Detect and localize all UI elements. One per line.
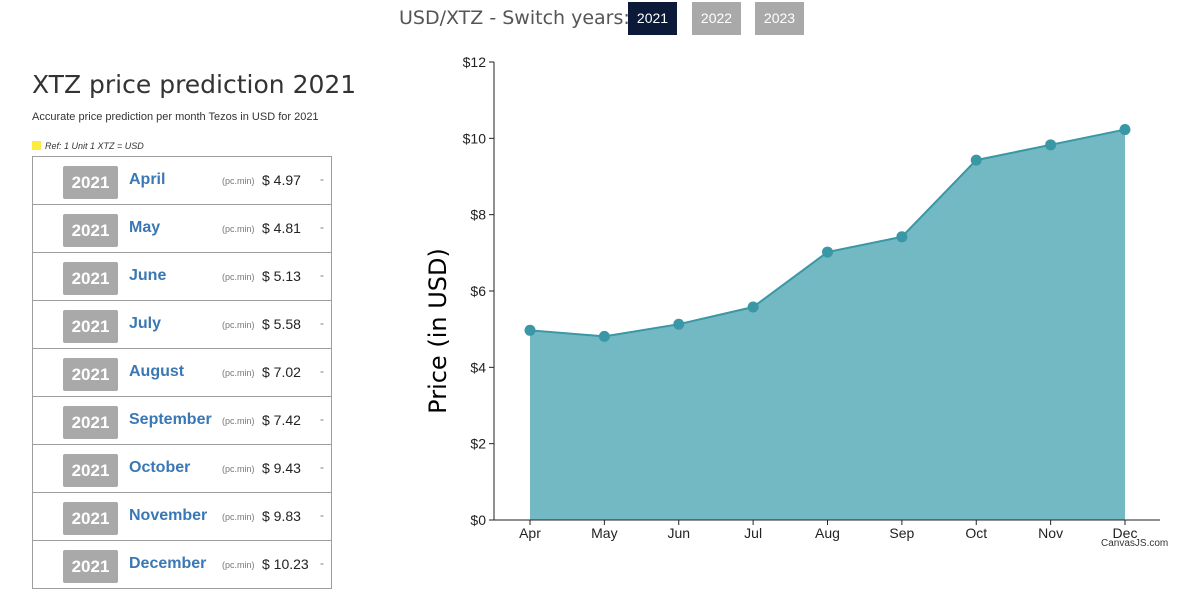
y-axis-title: Price (in USD) [424,248,452,414]
year-badge: 2021 [63,166,118,199]
unit-label: (pc.min) [222,176,255,186]
data-point [524,324,536,336]
data-point [598,330,610,342]
extra-value: - [320,508,324,522]
month-link[interactable]: April [129,171,166,188]
extra-value: - [320,220,324,234]
unit-label: (pc.min) [222,512,255,522]
x-tick-label: Aug [815,525,840,541]
price-value: $ 7.42 [262,412,301,428]
year-badge: 2021 [63,358,118,391]
extra-value: - [320,172,324,186]
data-point [896,231,908,243]
month-link[interactable]: July [129,315,162,332]
y-tick-label: $2 [470,436,486,452]
y-tick-label: $6 [470,283,486,299]
year-badge: 2021 [63,310,118,343]
extra-value: - [320,556,324,570]
plot-area: $0 $2 $4 $6 $8 $10 $12 Apr May Jun Jul Aug Sep Oct Nov… [424,54,1160,541]
year-badge: 2021 [63,262,118,295]
year-button-2022[interactable]: 2022 [692,2,741,35]
year-button-2023[interactable]: 2023 [755,2,804,35]
price-value: $ 4.97 [262,172,301,188]
switch-years-label: USD/XTZ - Switch years: [399,7,630,29]
x-tick-label: Dec [1113,525,1138,541]
chart-credit: CanvasJS.com [1101,538,1169,549]
x-tick-label: Nov [1038,525,1063,541]
table-row: 2021 May (pc.min) $ 4.81 - [33,205,331,253]
data-point [747,301,759,313]
data-point [822,246,833,258]
y-tick-label: $10 [463,130,487,146]
price-value: $ 7.02 [262,364,301,380]
unit-label: (pc.min) [222,560,255,570]
y-tick-label: $12 [463,54,487,70]
extra-value: - [320,316,324,330]
x-tick-label: Jul [744,525,762,541]
table-row: 2021 July (pc.min) $ 5.58 - [33,301,331,349]
month-link[interactable]: May [129,219,161,236]
table-row: 2021 December (pc.min) $ 10.23 - [33,541,331,589]
data-point [1045,139,1057,151]
data-point [970,154,982,166]
price-value: $ 10.23 [262,556,309,572]
year-switcher: USD/XTZ - Switch years: 2021 2022 2023 [0,2,1200,36]
y-tick-label: $4 [470,359,486,375]
price-value: $ 9.43 [262,460,301,476]
extra-value: - [320,268,324,282]
year-button-2021[interactable]: 2021 [628,2,677,35]
year-badge: 2021 [63,214,118,247]
extra-value: - [320,364,324,378]
extra-value: - [320,412,324,426]
month-link[interactable]: November [129,507,208,524]
page-title: XTZ price prediction 2021 [32,70,357,99]
reference-note: Ref: 1 Unit 1 XTZ = USD [32,141,144,151]
year-badge: 2021 [63,454,118,487]
extra-value: - [320,460,324,474]
page-subtitle: Accurate price prediction per month Tezo… [32,111,319,123]
x-tick-label: Apr [519,525,541,541]
price-chart: $0 $2 $4 $6 $8 $10 $12 Apr May Jun Jul Aug Sep Oct Nov… [424,54,1160,541]
x-tick-label: Sep [889,525,914,541]
price-value: $ 5.58 [262,316,301,332]
unit-label: (pc.min) [222,368,255,378]
unit-label: (pc.min) [222,416,255,426]
unit-label: (pc.min) [222,320,255,330]
unit-label: (pc.min) [222,272,255,282]
y-tick-label: $8 [470,207,486,223]
table-row: 2021 April (pc.min) $ 4.97 - [33,157,331,205]
year-badge: 2021 [63,550,118,583]
month-link[interactable]: August [129,363,185,380]
year-badge: 2021 [63,502,118,535]
month-link[interactable]: June [129,267,167,284]
x-tick-label: Oct [965,525,987,541]
price-value: $ 5.13 [262,268,301,284]
month-link[interactable]: October [129,459,191,476]
table-row: 2021 June (pc.min) $ 5.13 - [33,253,331,301]
reference-text: Ref: 1 Unit 1 XTZ = USD [45,141,144,151]
y-tick-label: $0 [470,512,486,528]
table-row: 2021 September (pc.min) $ 7.42 - [33,397,331,445]
month-link[interactable]: September [129,411,212,428]
table-row: 2021 October (pc.min) $ 9.43 - [33,445,331,493]
price-value: $ 4.81 [262,220,301,236]
unit-label: (pc.min) [222,464,255,474]
legend-swatch [32,141,41,150]
data-point [673,318,685,330]
x-tick-label: May [591,525,617,541]
price-table: 2021 April (pc.min) $ 4.97 - 2021 May (p… [32,156,332,589]
year-badge: 2021 [63,406,118,439]
data-point [1119,124,1131,136]
unit-label: (pc.min) [222,224,255,234]
price-value: $ 9.83 [262,508,301,524]
table-row: 2021 November (pc.min) $ 9.83 - [33,493,331,541]
table-row: 2021 August (pc.min) $ 7.02 - [33,349,331,397]
area-fill [530,129,1125,520]
month-link[interactable]: December [129,555,207,572]
x-tick-label: Jun [667,525,690,541]
